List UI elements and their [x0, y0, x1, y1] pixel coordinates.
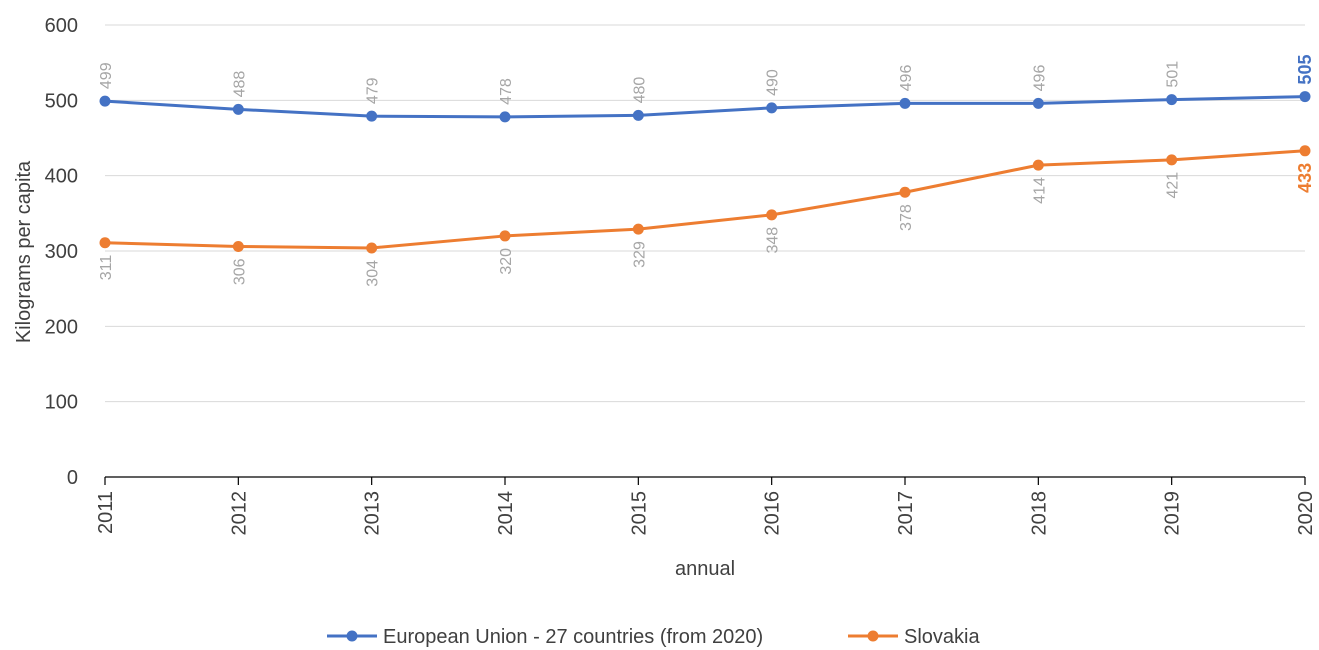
data-label: 480: [631, 77, 648, 104]
data-point: [1299, 91, 1311, 103]
data-label: 496: [898, 65, 915, 92]
data-point: [899, 186, 911, 198]
y-axis-title: Kilograms per capita: [13, 160, 35, 343]
data-point: [1299, 145, 1311, 157]
data-label: 496: [1031, 65, 1048, 92]
y-tick-label: 100: [45, 392, 78, 414]
data-label: 433: [1295, 163, 1315, 193]
y-tick-label: 500: [45, 90, 78, 112]
data-label: 479: [365, 77, 382, 104]
data-point: [632, 223, 644, 235]
data-point: [1166, 94, 1178, 106]
x-tick-label: 2013: [362, 491, 384, 536]
data-label: 304: [365, 260, 382, 287]
data-label: 499: [98, 62, 115, 89]
data-point: [366, 242, 378, 254]
x-tick-label: 2017: [895, 491, 917, 536]
data-point: [232, 103, 244, 115]
x-tick-label: 2020: [1295, 491, 1317, 536]
data-label: 488: [231, 71, 248, 98]
x-tick-label: 2019: [1162, 491, 1184, 536]
axes: [104, 476, 1306, 485]
data-label: 490: [765, 69, 782, 96]
x-tick-label: 2018: [1028, 491, 1050, 536]
data-point: [99, 95, 111, 107]
y-tick-label: 200: [45, 316, 78, 338]
data-point: [366, 110, 378, 122]
data-label: 501: [1165, 61, 1182, 88]
series-line-0: [104, 95, 1306, 119]
data-labels: 499 488 479 478 480 490 496 496 501 505 311 306 304 3…: [98, 55, 1315, 287]
legend-swatch-marker: [867, 630, 879, 642]
x-tick-label: 2014: [495, 491, 517, 536]
data-point: [1166, 154, 1178, 166]
data-label: 421: [1165, 172, 1182, 199]
data-label: 478: [498, 78, 515, 105]
y-tick-label: 400: [45, 166, 78, 188]
legend-swatch-marker: [346, 630, 358, 642]
x-axis-title: annual: [675, 558, 735, 580]
legend-entry: Slovakia: [904, 626, 980, 648]
data-label: 306: [231, 258, 248, 285]
y-tick-label: 600: [45, 15, 78, 37]
data-label: 505: [1295, 55, 1315, 85]
x-tick-labels: 2011 2012 2013 2014 2015 2016 2017 2018 2019 2020: [95, 491, 1317, 536]
data-label: 378: [898, 204, 915, 231]
y-tick-labels: 0 100 200 300 400 500 600: [45, 15, 78, 489]
y-tick-label: 300: [45, 241, 78, 263]
y-tick-label: 0: [67, 467, 78, 489]
data-label: 320: [498, 248, 515, 275]
legend-entry: European Union - 27 countries (from 2020…: [383, 626, 763, 648]
gridlines: [105, 24, 1305, 403]
data-point: [499, 230, 511, 242]
series-line-1: [104, 149, 1306, 250]
data-label: 311: [98, 255, 115, 281]
data-point: [1032, 159, 1044, 171]
data-point: [766, 209, 778, 221]
data-point: [499, 111, 511, 123]
x-tick-label: 2012: [228, 491, 250, 536]
data-point: [232, 240, 244, 252]
series-group: [99, 91, 1311, 254]
data-point: [766, 102, 778, 114]
data-point: [632, 109, 644, 121]
x-tick-label: 2016: [762, 491, 784, 536]
x-tick-label: 2015: [628, 491, 650, 536]
data-label: 348: [765, 227, 782, 254]
data-label: 329: [631, 241, 648, 268]
data-point: [1032, 97, 1044, 109]
data-point: [99, 237, 111, 249]
data-point: [899, 97, 911, 109]
legend: European Union - 27 countries (from 2020…: [327, 626, 980, 648]
x-tick-label: 2011: [95, 491, 117, 534]
data-label: 414: [1031, 177, 1048, 204]
